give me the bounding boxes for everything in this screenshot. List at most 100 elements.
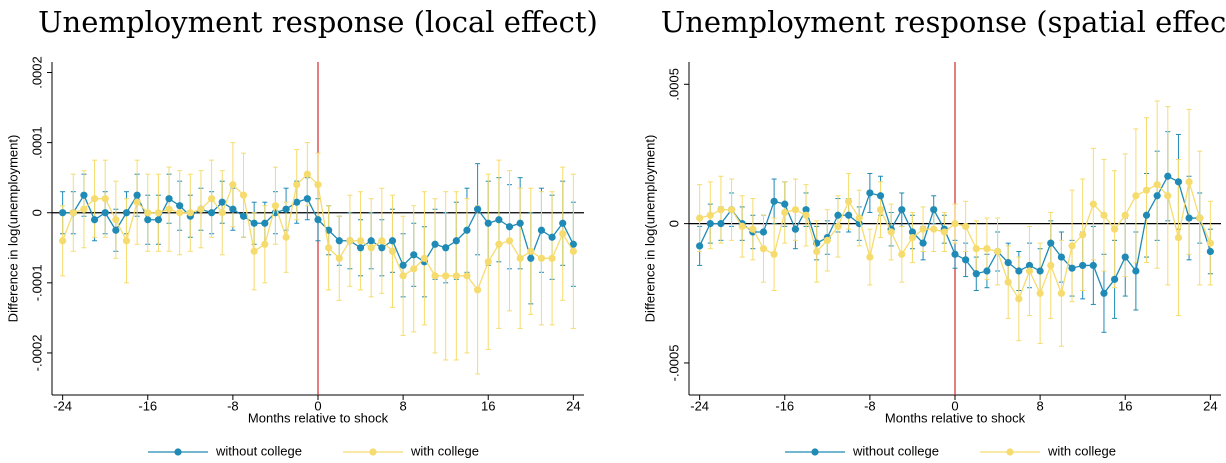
- data-point: [378, 244, 386, 252]
- x-tick-label: -16: [775, 398, 794, 413]
- data-point: [420, 254, 428, 262]
- data-point: [1036, 267, 1044, 275]
- data-point: [1132, 267, 1140, 275]
- data-point: [781, 200, 789, 208]
- x-axis-label: Months relative to shock: [885, 410, 1026, 425]
- data-point: [930, 225, 938, 233]
- y-tick-label: 0: [29, 209, 44, 216]
- data-point: [1153, 181, 1161, 189]
- data-point: [325, 226, 333, 234]
- data-point: [1047, 239, 1055, 247]
- data-point: [314, 181, 322, 189]
- data-point: [749, 225, 757, 233]
- data-point: [1142, 211, 1151, 219]
- data-point: [834, 211, 842, 219]
- data-point: [1111, 225, 1119, 233]
- data-point: [176, 209, 184, 217]
- data-point: [919, 239, 927, 247]
- data-point: [442, 244, 450, 252]
- data-point: [346, 237, 354, 245]
- data-point: [1025, 267, 1034, 275]
- data-point: [367, 244, 375, 252]
- y-tick-label: .0001: [29, 126, 44, 159]
- data-point: [738, 222, 746, 231]
- data-point: [388, 237, 397, 245]
- data-point: [983, 245, 991, 253]
- data-point: [1164, 172, 1172, 180]
- data-point: [261, 240, 269, 248]
- data-point: [1153, 192, 1161, 200]
- panel: Unemployment response (local effect) -.00…: [5, 5, 597, 458]
- data-point: [229, 181, 237, 189]
- data-point: [431, 240, 439, 248]
- data-point: [1004, 278, 1012, 286]
- data-point: [495, 216, 503, 224]
- data-point: [463, 226, 471, 234]
- legend-marker: [1006, 448, 1014, 456]
- data-point: [69, 209, 77, 217]
- data-point: [993, 247, 1002, 256]
- legend-marker: [811, 448, 819, 456]
- data-point: [239, 191, 248, 199]
- data-point: [442, 272, 450, 280]
- legend-label: with college: [1047, 443, 1116, 458]
- data-point: [208, 195, 216, 203]
- data-point: [59, 237, 67, 245]
- data-point: [452, 272, 460, 280]
- data-point: [165, 195, 173, 203]
- data-point: [495, 240, 503, 248]
- x-tick-label: -24: [690, 398, 709, 413]
- y-axis-label: Difference in log(unemployment): [5, 135, 20, 323]
- data-point: [983, 267, 991, 275]
- data-point: [951, 250, 959, 258]
- data-point: [59, 209, 67, 217]
- data-point: [1068, 264, 1076, 272]
- data-point: [250, 247, 258, 255]
- data-point: [845, 197, 853, 205]
- data-point: [898, 206, 906, 214]
- data-point: [770, 250, 778, 258]
- data-point: [229, 205, 237, 213]
- data-point: [218, 198, 226, 206]
- data-point: [101, 209, 109, 217]
- data-point: [1174, 233, 1183, 242]
- data-point: [717, 206, 725, 214]
- x-tick-label: 16: [1118, 398, 1132, 413]
- data-point: [781, 208, 789, 217]
- y-tick-label: -.0001: [29, 264, 44, 301]
- data-point: [335, 237, 343, 245]
- data-point: [271, 202, 280, 210]
- data-point: [569, 240, 577, 248]
- data-point: [208, 209, 216, 217]
- data-point: [1174, 178, 1183, 186]
- data-point: [378, 237, 386, 245]
- data-point: [559, 219, 567, 227]
- data-point: [474, 286, 482, 294]
- data-point: [356, 244, 365, 252]
- data-point: [791, 206, 800, 214]
- data-point: [410, 265, 418, 273]
- data-point: [90, 216, 99, 224]
- data-point: [940, 228, 948, 236]
- data-point: [1132, 192, 1140, 200]
- x-tick-label: -8: [227, 398, 239, 413]
- data-point: [559, 230, 567, 238]
- data-point: [1185, 178, 1193, 186]
- data-point: [356, 237, 365, 245]
- data-point: [505, 223, 514, 231]
- x-tick-label: -8: [864, 398, 876, 413]
- data-point: [410, 251, 418, 259]
- data-point: [282, 205, 290, 213]
- data-point: [335, 254, 343, 262]
- data-point: [908, 228, 917, 236]
- data-point: [122, 209, 131, 217]
- x-tick-label: 24: [1203, 398, 1217, 413]
- data-point: [962, 222, 970, 231]
- data-point: [1142, 186, 1151, 194]
- data-point: [165, 205, 173, 213]
- data-point: [813, 247, 821, 256]
- data-point: [1036, 289, 1044, 297]
- data-point: [1068, 242, 1076, 250]
- data-point: [1111, 275, 1119, 283]
